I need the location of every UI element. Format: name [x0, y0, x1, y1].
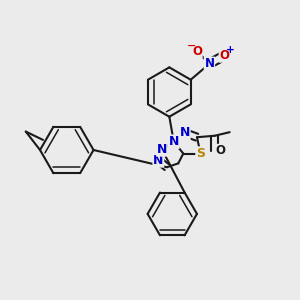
- Text: N: N: [169, 135, 179, 148]
- Text: N: N: [153, 154, 164, 167]
- Text: O: O: [215, 144, 225, 158]
- Text: N: N: [157, 143, 167, 156]
- Text: +: +: [226, 44, 235, 55]
- Text: O: O: [192, 45, 202, 58]
- Text: −: −: [187, 40, 196, 50]
- Text: N: N: [180, 126, 190, 139]
- Text: N: N: [204, 57, 214, 70]
- Text: S: S: [196, 147, 205, 160]
- Text: O: O: [219, 49, 229, 62]
